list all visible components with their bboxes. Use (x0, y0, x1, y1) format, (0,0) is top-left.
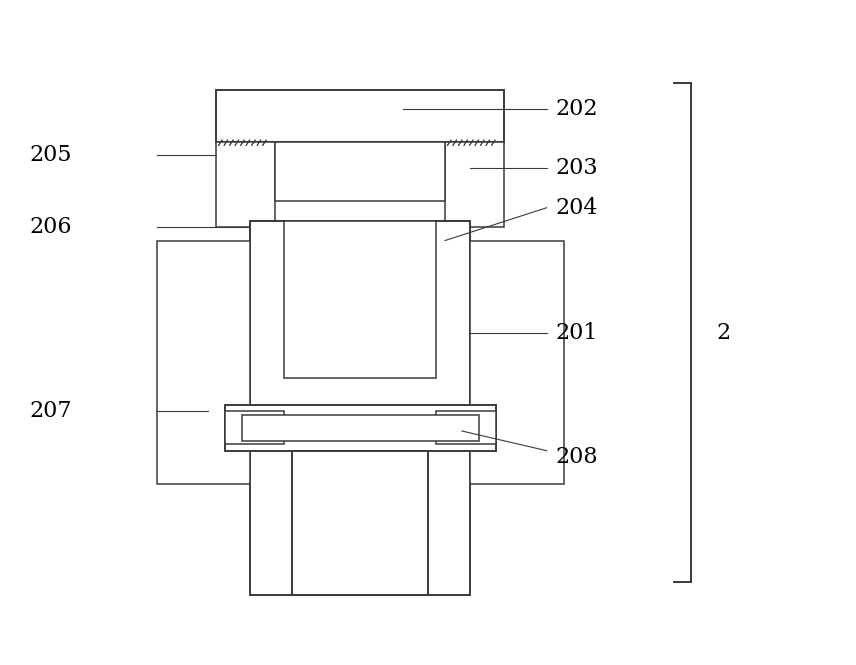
Bar (445, 142, 504, 227)
Bar (369, 254, 385, 265)
Bar (157, 241, 250, 483)
Bar (263, 231, 458, 260)
Text: 208: 208 (556, 446, 597, 468)
Text: 207: 207 (30, 400, 72, 422)
Text: 204: 204 (556, 197, 597, 219)
Bar (293, 451, 428, 595)
Bar (322, 254, 339, 265)
Bar (284, 221, 437, 378)
Text: 203: 203 (556, 158, 597, 180)
Bar (224, 411, 284, 444)
Text: 2: 2 (716, 321, 730, 344)
Bar (437, 411, 496, 444)
Bar (471, 241, 563, 483)
Bar (216, 90, 504, 142)
Bar (224, 405, 496, 451)
Text: 202: 202 (556, 98, 597, 120)
Bar (276, 142, 445, 201)
Bar (241, 414, 479, 441)
Bar (276, 254, 293, 265)
Text: 201: 201 (556, 321, 597, 344)
Text: 206: 206 (30, 216, 72, 239)
Bar (216, 142, 276, 227)
Bar (250, 221, 471, 267)
Bar (250, 221, 471, 595)
Text: 205: 205 (30, 144, 72, 166)
